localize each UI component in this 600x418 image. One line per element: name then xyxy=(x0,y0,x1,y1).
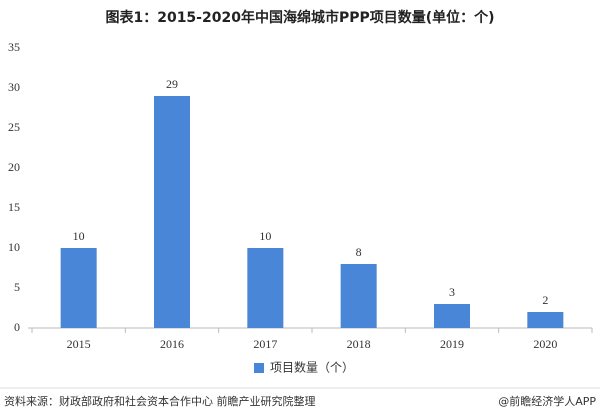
bar xyxy=(247,248,284,328)
bar xyxy=(434,304,470,328)
value-label: 8 xyxy=(356,245,362,259)
x-tick-label: 2015 xyxy=(67,337,91,351)
y-tick-label: 25 xyxy=(8,120,20,134)
bar xyxy=(340,264,377,328)
y-tick-label: 15 xyxy=(8,200,20,214)
y-tick-label: 20 xyxy=(8,160,20,174)
chart-title: 图表1：2015-2020年中国海绵城市PPP项目数量(单位：个) xyxy=(105,9,494,26)
legend-swatch xyxy=(254,363,264,373)
value-label: 3 xyxy=(449,285,455,299)
value-label: 2 xyxy=(542,293,548,307)
bar xyxy=(527,312,564,328)
value-label: 10 xyxy=(73,229,85,243)
bar xyxy=(60,248,97,328)
x-tick-label: 2016 xyxy=(160,337,184,351)
source: 资料来源：财政部政府和社会资本合作中心 前瞻产业研究院整理 xyxy=(4,394,316,408)
y-tick-label: 0 xyxy=(14,320,20,334)
value-label: 29 xyxy=(166,77,178,91)
x-tick-label: 2020 xyxy=(533,337,557,351)
x-tick-label: 2018 xyxy=(347,337,371,351)
value-label: 10 xyxy=(259,229,271,243)
y-tick-label: 5 xyxy=(14,280,20,294)
bar xyxy=(154,96,190,328)
y-tick-label: 30 xyxy=(8,80,20,94)
x-tick-label: 2017 xyxy=(253,337,277,351)
y-tick-label: 35 xyxy=(8,40,20,54)
legend-label: 项目数量（个） xyxy=(270,360,354,375)
x-tick-label: 2019 xyxy=(440,337,464,351)
credit: @前瞻经济学人APP xyxy=(498,394,596,408)
y-tick-label: 10 xyxy=(8,240,20,254)
